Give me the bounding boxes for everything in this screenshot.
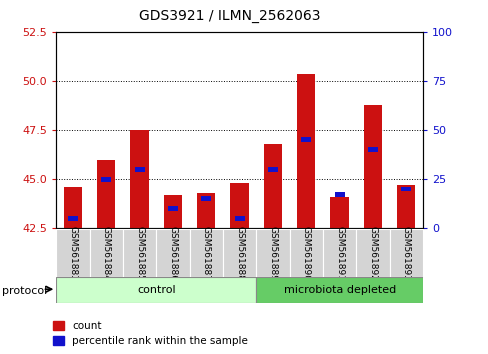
Text: GSM561887: GSM561887 bbox=[202, 225, 210, 281]
Bar bbox=[363, 104, 381, 228]
Bar bbox=[68, 216, 78, 221]
Bar bbox=[301, 137, 311, 142]
FancyBboxPatch shape bbox=[223, 229, 256, 277]
Bar bbox=[101, 177, 111, 182]
FancyBboxPatch shape bbox=[122, 229, 156, 277]
Bar bbox=[334, 193, 344, 198]
Bar bbox=[396, 185, 415, 228]
FancyBboxPatch shape bbox=[89, 229, 122, 277]
Bar bbox=[97, 160, 115, 228]
Text: GSM561892: GSM561892 bbox=[368, 225, 377, 281]
Text: GSM561889: GSM561889 bbox=[268, 225, 277, 281]
Bar bbox=[167, 206, 178, 211]
Text: GSM561884: GSM561884 bbox=[102, 225, 110, 281]
FancyBboxPatch shape bbox=[356, 229, 389, 277]
Bar bbox=[267, 167, 277, 172]
Bar bbox=[134, 167, 144, 172]
FancyBboxPatch shape bbox=[256, 229, 289, 277]
Text: GSM561883: GSM561883 bbox=[68, 225, 77, 281]
Text: protocol: protocol bbox=[2, 286, 48, 296]
FancyBboxPatch shape bbox=[289, 229, 322, 277]
Bar bbox=[201, 196, 211, 201]
Bar bbox=[367, 147, 377, 152]
Text: GSM561893: GSM561893 bbox=[401, 225, 410, 281]
FancyBboxPatch shape bbox=[189, 229, 223, 277]
Text: GSM561886: GSM561886 bbox=[168, 225, 177, 281]
FancyBboxPatch shape bbox=[156, 229, 189, 277]
Bar bbox=[234, 216, 244, 221]
Bar bbox=[63, 187, 82, 228]
Bar bbox=[330, 197, 348, 228]
Bar bbox=[130, 130, 148, 228]
FancyBboxPatch shape bbox=[256, 277, 422, 303]
Text: microbiota depleted: microbiota depleted bbox=[283, 285, 395, 295]
Text: GSM561885: GSM561885 bbox=[135, 225, 144, 281]
FancyBboxPatch shape bbox=[56, 277, 256, 303]
Text: GDS3921 / ILMN_2562063: GDS3921 / ILMN_2562063 bbox=[139, 9, 320, 23]
Bar bbox=[401, 187, 410, 192]
Bar bbox=[163, 195, 182, 228]
FancyBboxPatch shape bbox=[389, 229, 422, 277]
Text: GSM561888: GSM561888 bbox=[235, 225, 244, 281]
Text: GSM561890: GSM561890 bbox=[301, 225, 310, 281]
Text: GSM561891: GSM561891 bbox=[334, 225, 344, 281]
FancyBboxPatch shape bbox=[56, 229, 89, 277]
Bar bbox=[197, 193, 215, 228]
FancyBboxPatch shape bbox=[322, 229, 356, 277]
Bar bbox=[230, 183, 248, 228]
Legend: count, percentile rank within the sample: count, percentile rank within the sample bbox=[49, 317, 252, 350]
Text: control: control bbox=[137, 285, 175, 295]
Bar bbox=[263, 144, 282, 228]
Bar bbox=[297, 74, 315, 228]
